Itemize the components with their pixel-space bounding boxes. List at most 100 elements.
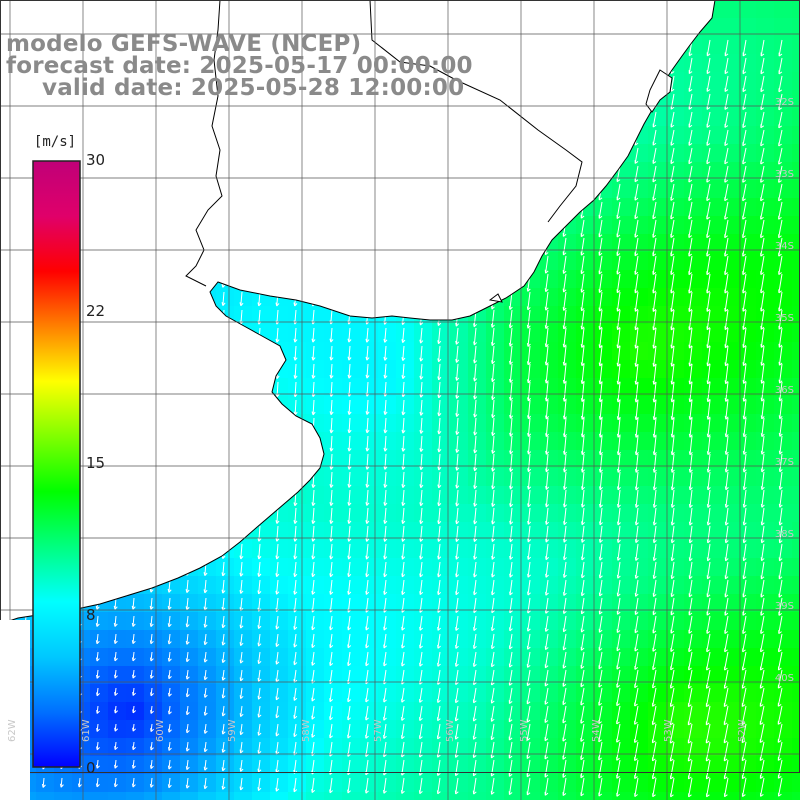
speed-cell bbox=[432, 450, 451, 469]
speed-cell bbox=[666, 504, 685, 523]
wind-arrow bbox=[203, 651, 208, 663]
wind-arrow bbox=[669, 687, 675, 707]
speed-cell bbox=[306, 342, 325, 361]
wind-arrow bbox=[742, 291, 747, 312]
speed-cell bbox=[522, 324, 541, 343]
wind-arrow bbox=[257, 687, 262, 700]
wind-arrow bbox=[114, 705, 119, 714]
speed-cell bbox=[720, 558, 739, 577]
speed-cell bbox=[702, 540, 721, 559]
wind-arrow bbox=[760, 237, 765, 257]
speed-cell bbox=[756, 342, 775, 361]
speed-cell bbox=[270, 774, 289, 793]
speed-cell bbox=[522, 540, 541, 559]
colorbar-scale bbox=[32, 160, 81, 768]
speed-cell bbox=[558, 594, 577, 613]
wind-arrow bbox=[257, 615, 262, 629]
speed-cell bbox=[342, 612, 361, 631]
speed-cell bbox=[216, 648, 235, 667]
speed-cell bbox=[252, 648, 271, 667]
wind-arrow bbox=[526, 615, 531, 632]
speed-cell bbox=[324, 342, 343, 361]
speed-cell bbox=[612, 252, 631, 271]
inlet bbox=[488, 293, 503, 303]
wind-arrow bbox=[563, 417, 567, 438]
speed-cell bbox=[72, 774, 91, 793]
speed-cell bbox=[144, 738, 163, 757]
wind-arrow bbox=[669, 723, 675, 744]
wind-arrow bbox=[598, 309, 603, 330]
speed-cell bbox=[720, 144, 739, 163]
wind-arrow bbox=[598, 651, 603, 670]
wind-arrow bbox=[96, 669, 100, 679]
wind-arrow bbox=[383, 633, 388, 649]
speed-cell bbox=[306, 576, 325, 595]
speed-cell bbox=[648, 234, 667, 253]
speed-cell bbox=[90, 756, 109, 775]
speed-cell bbox=[774, 198, 793, 217]
wind-arrow bbox=[778, 417, 783, 437]
wind-arrow bbox=[724, 579, 729, 598]
wind-arrow bbox=[742, 93, 747, 111]
speed-cell bbox=[702, 270, 721, 289]
wind-arrow bbox=[508, 777, 513, 796]
wind-arrow bbox=[490, 723, 495, 741]
wind-arrow bbox=[778, 309, 783, 330]
wind-arrow bbox=[203, 741, 208, 753]
wind-arrow bbox=[437, 435, 442, 453]
wind-arrow bbox=[221, 741, 226, 753]
speed-cell bbox=[720, 702, 739, 721]
wind-arrow bbox=[544, 759, 549, 778]
speed-cell bbox=[630, 666, 649, 685]
speed-cell bbox=[180, 612, 199, 631]
wind-arrow bbox=[527, 453, 532, 473]
wind-arrow bbox=[419, 471, 424, 489]
speed-cell bbox=[486, 450, 505, 469]
wind-arrow bbox=[365, 345, 370, 361]
wind-arrow bbox=[473, 525, 478, 542]
speed-cell bbox=[504, 432, 523, 451]
wind-arrow bbox=[634, 669, 639, 689]
speed-cell bbox=[468, 666, 487, 685]
wind-arrow bbox=[580, 291, 585, 312]
speed-cell bbox=[360, 360, 379, 379]
wind-arrow bbox=[778, 183, 783, 202]
wind-arrow bbox=[670, 201, 675, 220]
speed-cell bbox=[234, 288, 253, 307]
wind-arrow bbox=[688, 147, 693, 165]
wind-arrow bbox=[114, 669, 118, 679]
wind-arrow bbox=[742, 435, 747, 455]
speed-cell bbox=[648, 126, 667, 145]
speed-cell bbox=[432, 468, 451, 487]
speed-cell bbox=[702, 216, 721, 235]
speed-cell bbox=[666, 90, 685, 109]
speed-cell bbox=[396, 360, 415, 379]
speed-cell bbox=[738, 252, 757, 271]
wind-arrow bbox=[723, 741, 729, 762]
speed-cell bbox=[558, 684, 577, 703]
wind-arrow bbox=[383, 651, 387, 667]
speed-cell bbox=[594, 720, 613, 739]
speed-cell bbox=[576, 486, 595, 505]
speed-cell bbox=[198, 684, 217, 703]
wind-arrow bbox=[239, 723, 244, 736]
speed-cell bbox=[630, 162, 649, 181]
speed-cell bbox=[432, 720, 451, 739]
wind-arrow bbox=[652, 147, 657, 164]
speed-cell bbox=[612, 342, 631, 361]
speed-cell bbox=[540, 324, 559, 343]
wind-arrow bbox=[527, 543, 532, 560]
wind-arrow bbox=[275, 669, 280, 683]
wind-arrow bbox=[760, 579, 765, 598]
wind-arrow bbox=[96, 687, 100, 697]
wind-arrow bbox=[509, 345, 513, 365]
wind-arrow bbox=[634, 435, 639, 456]
speed-cell bbox=[666, 648, 685, 667]
speed-cell bbox=[684, 450, 703, 469]
speed-cell bbox=[270, 738, 289, 757]
speed-cell bbox=[648, 432, 667, 451]
wind-arrow bbox=[562, 633, 567, 651]
speed-cell bbox=[504, 324, 523, 343]
wind-arrow bbox=[778, 345, 783, 366]
speed-cell bbox=[774, 324, 793, 343]
